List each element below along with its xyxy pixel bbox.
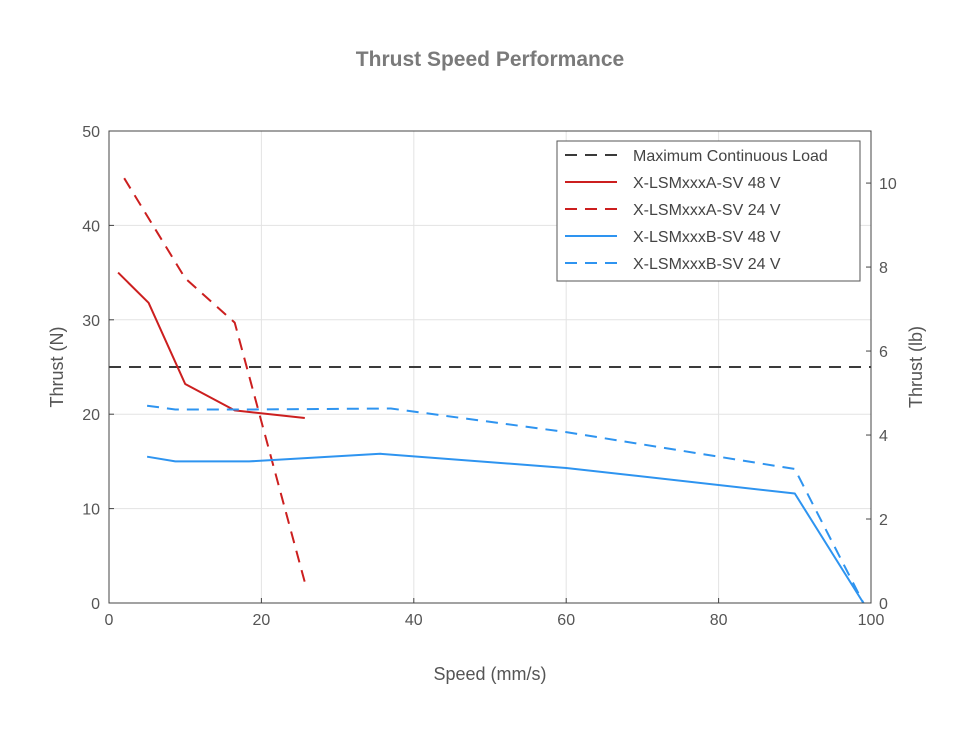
- y-tick-label: 50: [82, 124, 100, 141]
- legend-label-5: X-LSMxxxB-SV 24 V: [633, 256, 781, 273]
- y-tick-label: 10: [82, 502, 100, 519]
- legend-box: [556, 140, 861, 282]
- series-layer: [109, 177, 871, 604]
- x-tick-label: 100: [858, 612, 885, 629]
- legend-label-1: Maximum Continuous Load: [633, 148, 828, 165]
- y-tick-label: 40: [82, 218, 100, 235]
- y2-tick-label: 10: [879, 176, 897, 193]
- x-tick-label: 60: [557, 612, 575, 629]
- series-line-3: [123, 177, 306, 583]
- series-line-4: [146, 452, 865, 604]
- x-tick-label: 20: [253, 612, 271, 629]
- legend-label-4: X-LSMxxxB-SV 48 V: [633, 229, 781, 246]
- legend-label-3: X-LSMxxxA-SV 24 V: [633, 202, 781, 219]
- y-tick-label: 0: [91, 596, 100, 613]
- y-axis-label: Thrust (N): [47, 327, 67, 408]
- x-tick-label: 40: [405, 612, 423, 629]
- y-tick-label: 20: [82, 407, 100, 424]
- chart-title: Thrust Speed Performance: [356, 48, 624, 71]
- y2-axis-ticks: 0 2 4 6 8 10: [866, 176, 897, 613]
- y2-tick-label: 2: [879, 512, 888, 529]
- x-tick-label: 0: [105, 612, 114, 629]
- y2-tick-label: 4: [879, 428, 888, 445]
- x-axis-ticks: 0 20 40 60 80 100: [105, 598, 885, 629]
- y2-tick-label: 0: [879, 596, 888, 613]
- plot-area-frame: [108, 130, 872, 604]
- y2-tick-label: 6: [879, 344, 888, 361]
- legend-label-2: X-LSMxxxA-SV 48 V: [633, 175, 781, 192]
- y2-axis-label: Thrust (lb): [906, 326, 926, 408]
- y-tick-label: 30: [82, 313, 100, 330]
- y2-tick-label: 8: [879, 260, 888, 277]
- series-line-2: [117, 271, 305, 419]
- y-axis-ticks: 0 10 20 30 40 50: [82, 124, 114, 613]
- x-axis-label: Speed (mm/s): [433, 664, 546, 684]
- legend: Maximum Continuous Load X-LSMxxxA-SV 48 V…: [556, 140, 861, 282]
- x-tick-label: 80: [710, 612, 728, 629]
- series-line-5: [146, 404, 865, 604]
